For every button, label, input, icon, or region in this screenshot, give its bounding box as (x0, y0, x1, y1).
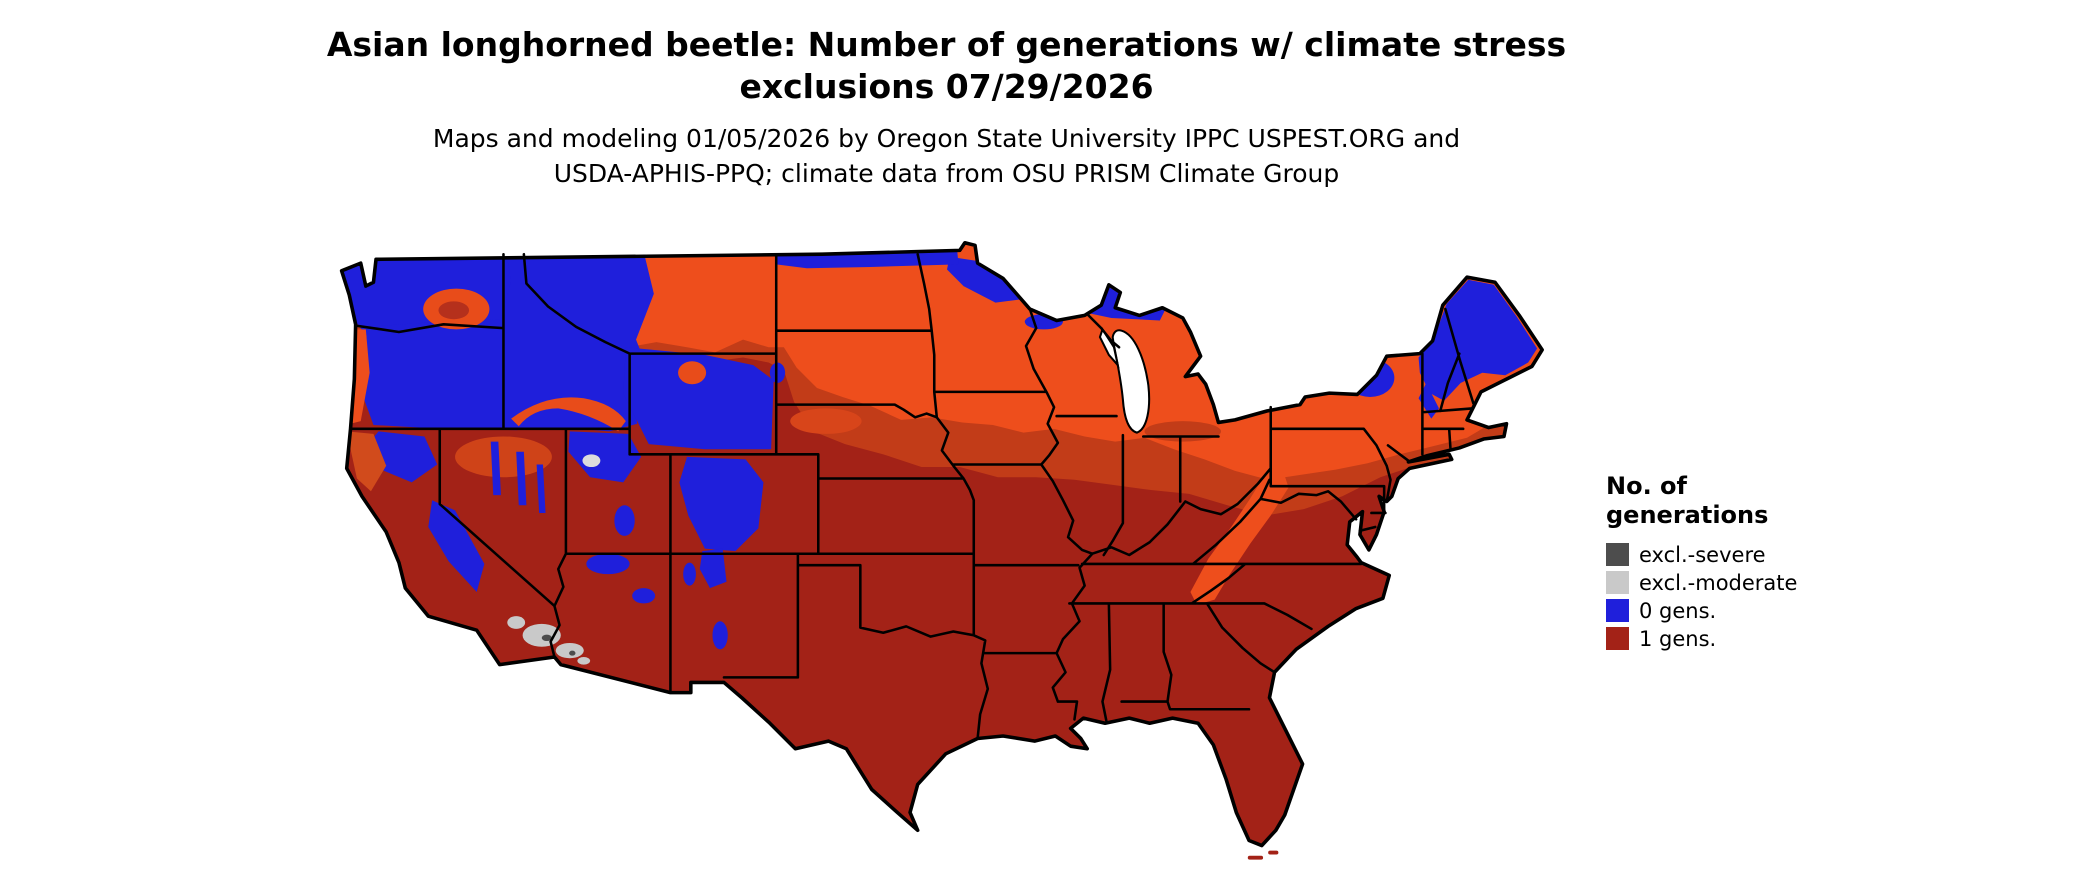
legend-swatch-excl-severe (1606, 543, 1629, 567)
legend: No. of generations excl.-severe excl.-mo… (1606, 472, 1797, 655)
legend-swatch-1-gens (1606, 627, 1629, 651)
legend-swatch-excl-moderate (1606, 571, 1629, 595)
zone-snake-plain-orange (511, 397, 626, 432)
legend-item-excl-moderate: excl.-moderate (1606, 571, 1797, 595)
zone-columbia-basin-red (438, 301, 470, 320)
figure-subtitle-line2: USDA-APHIS-PPQ; climate data from OSU PR… (553, 158, 1340, 188)
lake-michigan (1098, 327, 1151, 434)
great-salt-lake (582, 454, 601, 468)
us-generations-map (322, 230, 1572, 880)
florida-keys (1247, 850, 1279, 860)
zone-appalachian-orange (1190, 472, 1289, 605)
us-outline (339, 240, 1544, 848)
zone-sandhills-orange (790, 408, 862, 434)
legend-item-1-gens: 1 gens. (1606, 627, 1797, 651)
legend-item-excl-severe: excl.-severe (1606, 543, 1797, 567)
zone-norcal-coast-red (346, 431, 387, 492)
legend-label-1-gens: 1 gens. (1639, 626, 1717, 651)
us-map-svg (339, 240, 1544, 860)
figure-title-line1: Asian longhorned beetle: Number of gener… (326, 25, 1567, 64)
legend-title-line2: generations (1606, 501, 1769, 530)
zone-nevada-orange (455, 436, 552, 478)
zone-excl-moderate (507, 616, 591, 665)
zone-s-michigan-red (1144, 421, 1222, 442)
zone-bighorn-orange (678, 361, 707, 385)
legend-title-line1: No. of (1606, 472, 1687, 500)
state-borders (349, 252, 1475, 740)
figure-title: Asian longhorned beetle: Number of gener… (0, 24, 1893, 108)
figure-subtitle: Maps and modeling 01/05/2026 by Oregon S… (0, 122, 1893, 191)
legend-label-excl-severe: excl.-severe (1639, 542, 1766, 567)
legend-label-0-gens: 0 gens. (1639, 598, 1717, 623)
legend-item-0-gens: 0 gens. (1606, 599, 1797, 623)
legend-label-excl-moderate: excl.-moderate (1639, 570, 1798, 595)
zone-excl-severe (541, 634, 576, 656)
legend-swatch-0-gens (1606, 599, 1629, 623)
figure-title-line2: exclusions 07/29/2026 (739, 67, 1154, 107)
legend-title: No. of generations (1606, 472, 1797, 531)
figure-subtitle-line1: Maps and modeling 01/05/2026 by Oregon S… (432, 124, 1461, 153)
